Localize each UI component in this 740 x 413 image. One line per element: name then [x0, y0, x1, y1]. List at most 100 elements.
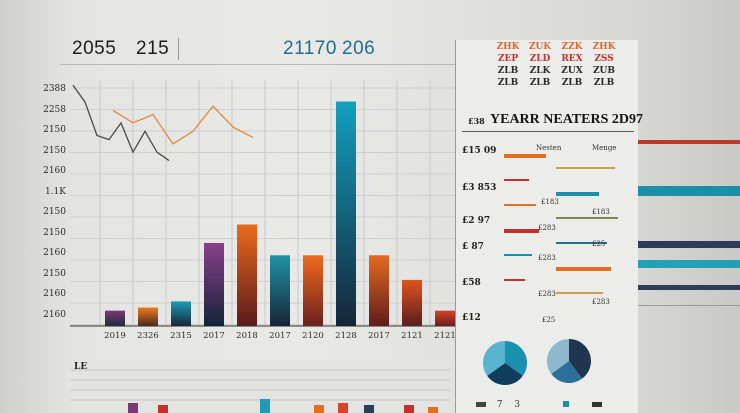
panel-small-label: £283 — [538, 254, 556, 262]
panel-bar-row — [556, 216, 618, 219]
panel-small-label: £283 — [538, 224, 556, 232]
pie-chart-a — [483, 341, 527, 385]
y-tick-label: 2150 — [43, 207, 66, 217]
panel-small-label: £283 — [592, 298, 610, 306]
mini-cell: ZUX — [561, 66, 583, 76]
right-panel-shadow — [638, 0, 740, 413]
x-tick-label: 2326 — [137, 331, 159, 341]
header-mid-a: 21170 — [283, 38, 337, 59]
bar-7 — [336, 101, 356, 327]
mini-row: ZLB ZLB ZLB ZLB — [492, 78, 622, 90]
header-left-b: 215 — [136, 38, 170, 59]
bottom-bar — [314, 405, 324, 413]
pie-a-slice — [483, 341, 505, 376]
x-tick-label: 2017 — [368, 331, 390, 341]
panel-bar-row — [556, 291, 603, 294]
mini-cell: ZEP — [497, 54, 519, 64]
mini-cell: ZLK — [529, 66, 551, 76]
mini-cell: ZSS — [594, 54, 614, 64]
x-tick-label: 2017 — [269, 331, 291, 341]
bottom-bar — [428, 407, 438, 413]
mini-cell: ZZK — [561, 42, 583, 52]
panel-left-label: £38 — [468, 116, 485, 126]
bottom-label: LE — [74, 362, 88, 372]
x-tick-label: 2121 — [401, 331, 423, 341]
panel-bar-row — [556, 191, 599, 196]
panel-row-label: £2 97 — [462, 216, 491, 226]
bar-10 — [435, 310, 455, 326]
x-tick-label: 2121 — [434, 331, 456, 341]
bottom-bar — [364, 405, 374, 413]
panel-small-label: £183 — [541, 198, 559, 206]
y-tick-label: 2258 — [43, 104, 66, 115]
panel-bar-row — [504, 179, 529, 181]
bottom-bar — [128, 403, 138, 413]
y-tick-label: 2150 — [43, 125, 66, 135]
footer-swatch-3 — [591, 402, 602, 407]
mini-cell: ZHK — [496, 42, 520, 52]
panel-small-label: £25 — [542, 316, 556, 324]
right-stripe-2 — [638, 186, 740, 196]
pie-b-slice — [547, 339, 569, 374]
right-stripe-4 — [638, 260, 740, 268]
panel-small-label: £25 — [592, 240, 606, 248]
right-stripe-3 — [638, 241, 740, 248]
panel-left-edge — [455, 40, 456, 413]
x-tick-label: 2128 — [335, 331, 357, 341]
panel-small-label: Menge — [592, 144, 617, 152]
bottom-bar — [260, 399, 270, 413]
mini-cell: ZLB — [529, 78, 551, 88]
right-gridline — [638, 305, 740, 306]
bottom-bar — [338, 403, 348, 413]
mini-row: ZLB ZLK ZUX ZUB — [492, 66, 622, 78]
mini-row: ZHK ZUK ZZK ZHK — [492, 42, 622, 54]
x-tick-label: 2018 — [236, 331, 258, 341]
footer-b: 3 — [514, 400, 521, 410]
panel-row-label: £58 — [462, 278, 481, 288]
panel-bar-row — [504, 204, 536, 206]
right-stripe-1 — [638, 140, 740, 144]
x-tick-label: 2019 — [104, 331, 126, 341]
mini-row: ZEP ZLD REX ZSS — [492, 54, 622, 66]
y-tick-label: 2160 — [43, 289, 66, 299]
y-tick-label: 2160 — [43, 309, 66, 320]
pie-b-slice — [551, 361, 582, 383]
panel-bar-row — [504, 254, 532, 256]
panel-title-rule — [462, 131, 634, 132]
y-tick-label: 2150 — [43, 268, 66, 279]
bar-2 — [171, 301, 191, 326]
y-tick-label: 2160 — [43, 166, 66, 176]
x-tick-label: 2315 — [170, 331, 192, 341]
bar-0 — [105, 310, 125, 326]
header-mid-b: 206 — [342, 38, 376, 59]
bar-5 — [270, 255, 290, 326]
panel-bar-row — [504, 154, 546, 158]
panel-row-label: £12 — [462, 313, 481, 323]
bottom-bar — [158, 405, 168, 413]
bar-6 — [303, 255, 323, 326]
panel-bar-row — [504, 279, 525, 281]
header-rule — [60, 64, 455, 65]
bar-1 — [138, 307, 158, 326]
footer-swatch-2 — [562, 401, 569, 407]
y-tick-label: 2150 — [43, 145, 66, 156]
mini-cell: ZHK — [592, 42, 616, 52]
x-tick-label: 2017 — [203, 331, 225, 341]
panel-small-label: £183 — [592, 208, 610, 216]
mini-cell: ZLB — [593, 78, 615, 88]
pie-a-slice — [487, 363, 523, 385]
mini-cell: ZLD — [529, 54, 551, 64]
bar-9 — [402, 279, 422, 326]
panel-small-label: £283 — [538, 290, 556, 298]
mini-cell: ZLB — [497, 78, 519, 88]
panel-bar-row — [556, 266, 611, 271]
panel-small-label: Nesten — [536, 144, 562, 152]
mini-table: ZHK ZUK ZZK ZHK ZEP ZLD REX ZSS ZLB ZLK ZUX ZUB ZLB Z… — [492, 42, 622, 90]
mini-cell: REX — [561, 54, 583, 64]
panel-bar-row — [556, 166, 615, 169]
panel-footer: 7 3 — [476, 400, 626, 413]
right-panel — [456, 40, 638, 413]
mini-cell: ZUK — [528, 42, 552, 52]
bottom-bar — [404, 405, 414, 413]
y-tick-label: 2150 — [43, 227, 66, 238]
